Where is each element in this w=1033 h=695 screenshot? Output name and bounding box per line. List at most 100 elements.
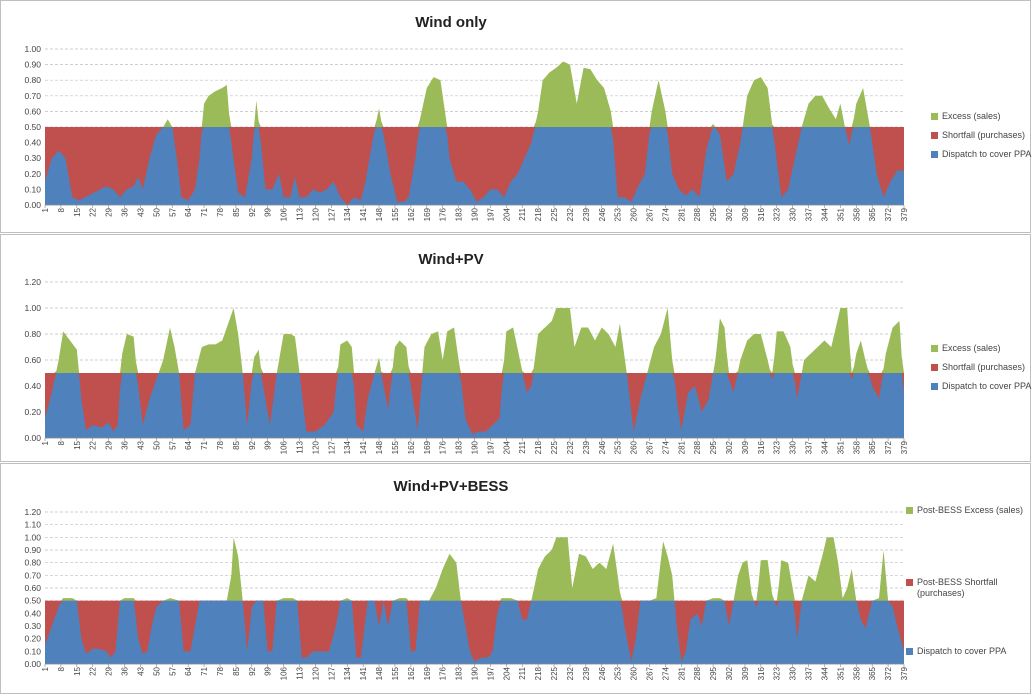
series-area-dispatch: [45, 600, 904, 664]
y-tick-label: 0.70: [24, 570, 41, 580]
x-tick-label: 50: [152, 666, 161, 675]
x-tick-label: 232: [566, 207, 575, 221]
x-tick-label: 71: [200, 207, 209, 216]
x-tick-label: 281: [677, 440, 686, 454]
x-tick-label: 113: [296, 207, 305, 220]
x-tick-label: 85: [232, 666, 241, 675]
x-tick-label: 337: [805, 440, 814, 454]
x-tick-label: 372: [884, 666, 893, 680]
legend-label: Post-BESS Shortfall (purchases): [917, 577, 998, 598]
legend-label: Dispatch to cover PPA: [942, 149, 1032, 159]
x-tick-label: 113: [296, 440, 305, 453]
x-tick-label: 281: [677, 207, 686, 221]
x-tick-label: 134: [343, 666, 352, 680]
x-tick-label: 169: [423, 666, 432, 680]
wind-pv-chart: 0.00 0.20 0.40 0.60 0.80 1.00 1.20 1 8 15 22 29 36 43…: [24, 277, 909, 454]
x-tick-label: 148: [375, 666, 384, 680]
x-tick-label: 176: [439, 207, 448, 221]
x-tick-label: 281: [677, 666, 686, 680]
x-tick-label: 141: [359, 207, 368, 221]
y-tick-label: 0.20: [24, 634, 41, 644]
legend-label: Dispatch to cover PPA: [917, 646, 1007, 656]
x-tick-label: 57: [168, 440, 177, 449]
x-tick-label: 372: [884, 440, 893, 454]
x-tick-label: 190: [471, 666, 480, 680]
x-tick-label: 15: [73, 666, 82, 675]
x-tick-label: 148: [375, 207, 384, 221]
x-tick-label: 267: [645, 666, 654, 680]
y-tick-label: 0.00: [24, 659, 41, 669]
x-tick-label: 22: [89, 207, 98, 216]
x-tick-label: 141: [359, 666, 368, 680]
y-tick-label: 0.80: [24, 558, 41, 568]
x-tick-label: 260: [630, 207, 639, 221]
x-tick-label: 323: [773, 666, 782, 680]
x-tick-label: 1: [41, 207, 50, 212]
x-tick-label: 162: [407, 666, 416, 680]
x-tick-label: 239: [582, 207, 591, 221]
y-tick-label: 0.10: [24, 184, 41, 194]
legend-label: Excess (sales): [942, 343, 1001, 353]
legend-label: Shortfall (purchases): [942, 362, 1026, 372]
x-tick-label: 337: [805, 207, 814, 221]
chart-panel-wind-pv: Wind+PV 0.00 0.20 0.40 0.60 0.80 1.00 1.20 1 8 15…: [0, 234, 1031, 462]
x-tick-label: 99: [264, 666, 273, 675]
x-tick-label: 141: [359, 440, 368, 454]
chart-panel-wind-pv-bess: Wind+PV+BESS 0.00 0.10 0.20 0.30 0.40 0.50 0.6…: [0, 463, 1031, 694]
y-tick-label: 1.00: [24, 532, 41, 542]
x-tick-label: 15: [73, 440, 82, 449]
y-tick-label: 1.00: [24, 303, 41, 313]
x-tick-label: 127: [327, 440, 336, 454]
legend-label: Post-BESS Excess (sales): [917, 505, 1024, 515]
x-tick-label: 197: [486, 440, 495, 454]
chart-title: Wind+PV+BESS: [393, 478, 509, 495]
x-tick-label: 330: [789, 440, 798, 454]
x-tick-label: 92: [248, 207, 257, 216]
y-tick-label: 0.60: [24, 355, 41, 365]
x-tick-label: 309: [741, 207, 750, 221]
x-tick-label: 316: [757, 207, 766, 221]
y-tick-label: 0.80: [24, 75, 41, 85]
legend-swatch-excess: [931, 113, 938, 120]
x-tick-label: 302: [725, 666, 734, 680]
x-tick-label: 267: [645, 440, 654, 454]
x-tick-label: 218: [534, 440, 543, 454]
x-tick-label: 253: [614, 207, 623, 221]
x-tick-label: 120: [311, 207, 320, 221]
legend-swatch-dispatch: [931, 151, 938, 158]
x-tick-label: 85: [232, 207, 241, 216]
x-tick-label: 57: [168, 207, 177, 216]
x-tick-label: 225: [550, 440, 559, 454]
x-tick-label: 78: [216, 666, 225, 675]
x-tick-label: 358: [852, 666, 861, 680]
x-tick-label: 64: [184, 440, 193, 449]
x-tick-label: 127: [327, 207, 336, 221]
x-tick-label: 288: [693, 666, 702, 680]
x-tick-label: 162: [407, 440, 416, 454]
x-tick-label: 351: [836, 207, 845, 221]
x-tick-label: 85: [232, 440, 241, 449]
legend-label: Dispatch to cover PPA: [942, 381, 1032, 391]
y-tick-label: 0.30: [24, 153, 41, 163]
x-tick-label: 232: [566, 666, 575, 680]
legend-swatch-shortfall: [906, 579, 913, 586]
x-tick-label: 134: [343, 207, 352, 221]
y-tick-label: 0.90: [24, 60, 41, 70]
legend-swatch-dispatch: [906, 648, 913, 655]
y-tick-label: 0.90: [24, 545, 41, 555]
x-tick-label: 295: [709, 440, 718, 454]
x-tick-label: 211: [518, 666, 527, 679]
y-tick-label: 1.20: [24, 507, 41, 517]
y-tick-label: 0.80: [24, 329, 41, 339]
x-tick-label: 309: [741, 666, 750, 680]
x-tick-label: 309: [741, 440, 750, 454]
x-tick-label: 148: [375, 440, 384, 454]
x-tick-label: 218: [534, 666, 543, 680]
chart-title: Wind only: [415, 14, 487, 31]
x-tick-label: 8: [57, 666, 66, 671]
series-area-dispatch: [45, 127, 904, 205]
y-tick-label: 0.60: [24, 106, 41, 116]
x-tick-label: 29: [105, 440, 114, 449]
x-tick-label: 43: [136, 666, 145, 675]
x-tick-label: 316: [757, 666, 766, 680]
